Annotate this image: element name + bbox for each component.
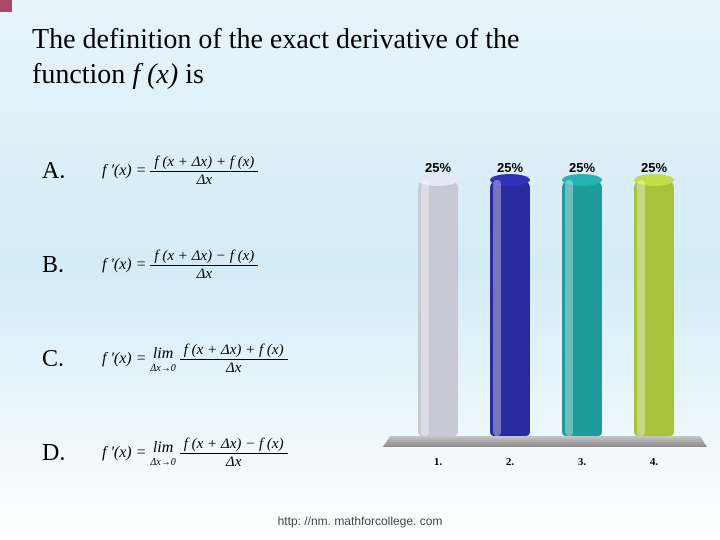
formula-fraction: f (x + Δx) − f (x)Δx xyxy=(150,248,258,283)
chart-bar xyxy=(634,180,674,436)
title-line1: The definition of the exact derivative o… xyxy=(32,24,519,55)
chart-bar-label: 25% xyxy=(641,160,667,175)
chart-bar-label: 25% xyxy=(497,160,523,175)
fraction-denominator: Δx xyxy=(193,266,216,283)
formula-fraction: f (x + Δx) + f (x)Δx xyxy=(180,342,288,377)
formula-limit: limΔx→0 xyxy=(150,345,175,374)
title-line2-prefix: function xyxy=(32,59,132,90)
option-row[interactable]: A.f '(x) =f (x + Δx) + f (x)Δx xyxy=(42,148,288,194)
limit-bot: Δx→0 xyxy=(150,457,175,468)
option-formula: f '(x) =limΔx→0f (x + Δx) + f (x)Δx xyxy=(102,342,288,377)
chart-bar-group: 25% xyxy=(562,180,602,436)
chart-bar xyxy=(418,180,458,436)
title-line2-suffix: is xyxy=(178,59,204,90)
chart-axis-label: 2. xyxy=(506,456,514,468)
chart-axis-label: 3. xyxy=(578,456,586,468)
option-formula: f '(x) =f (x + Δx) − f (x)Δx xyxy=(102,248,258,283)
formula-fraction: f (x + Δx) + f (x)Δx xyxy=(150,154,258,189)
limit-bot: Δx→0 xyxy=(150,363,175,374)
fraction-denominator: Δx xyxy=(193,172,216,189)
formula-lhs: f '(x) = xyxy=(102,350,146,368)
option-row[interactable]: C.f '(x) =limΔx→0f (x + Δx) + f (x)Δx xyxy=(42,336,288,382)
option-row[interactable]: D.f '(x) =limΔx→0f (x + Δx) − f (x)Δx xyxy=(42,430,288,476)
footer-url: http: //nm. mathforcollege. com xyxy=(278,514,443,528)
option-label: D. xyxy=(42,440,102,467)
fraction-denominator: Δx xyxy=(222,360,245,377)
formula-lhs: f '(x) = xyxy=(102,444,146,462)
chart-bar-label: 25% xyxy=(569,160,595,175)
chart-bar-group: 25% xyxy=(490,180,530,436)
page-title: The definition of the exact derivative o… xyxy=(32,22,652,92)
chart-bar-group: 25% xyxy=(634,180,674,436)
chart-axis-base xyxy=(383,436,708,447)
chart-bar-group: 25% xyxy=(418,180,458,436)
accent-bar xyxy=(0,0,12,12)
limit-top: lim xyxy=(153,345,173,363)
chart-bar xyxy=(562,180,602,436)
fraction-numerator: f (x + Δx) + f (x) xyxy=(180,342,288,360)
limit-top: lim xyxy=(153,439,173,457)
formula-fraction: f (x + Δx) − f (x)Δx xyxy=(180,436,288,471)
option-label: A. xyxy=(42,158,102,185)
options-list: A.f '(x) =f (x + Δx) + f (x)ΔxB.f '(x) =… xyxy=(42,148,288,524)
option-label: B. xyxy=(42,252,102,279)
chart-bar-label: 25% xyxy=(425,160,451,175)
title-fn: f (x) xyxy=(132,59,178,90)
formula-lhs: f '(x) = xyxy=(102,162,146,180)
chart-bar xyxy=(490,180,530,436)
fraction-numerator: f (x + Δx) − f (x) xyxy=(180,436,288,454)
response-chart: 25% 1. 25% 2. 25% 3. 25% 4. xyxy=(400,160,690,480)
option-formula: f '(x) =limΔx→0f (x + Δx) − f (x)Δx xyxy=(102,436,288,471)
formula-limit: limΔx→0 xyxy=(150,439,175,468)
option-formula: f '(x) =f (x + Δx) + f (x)Δx xyxy=(102,154,258,189)
chart-axis-label: 1. xyxy=(434,456,442,468)
fraction-denominator: Δx xyxy=(222,454,245,471)
chart-axis-label: 4. xyxy=(650,456,658,468)
chart-area: 25%1.25%2.25%3.25%4. xyxy=(400,160,690,450)
option-label: C. xyxy=(42,346,102,373)
fraction-numerator: f (x + Δx) − f (x) xyxy=(150,248,258,266)
formula-lhs: f '(x) = xyxy=(102,256,146,274)
fraction-numerator: f (x + Δx) + f (x) xyxy=(150,154,258,172)
option-row[interactable]: B.f '(x) =f (x + Δx) − f (x)Δx xyxy=(42,242,288,288)
